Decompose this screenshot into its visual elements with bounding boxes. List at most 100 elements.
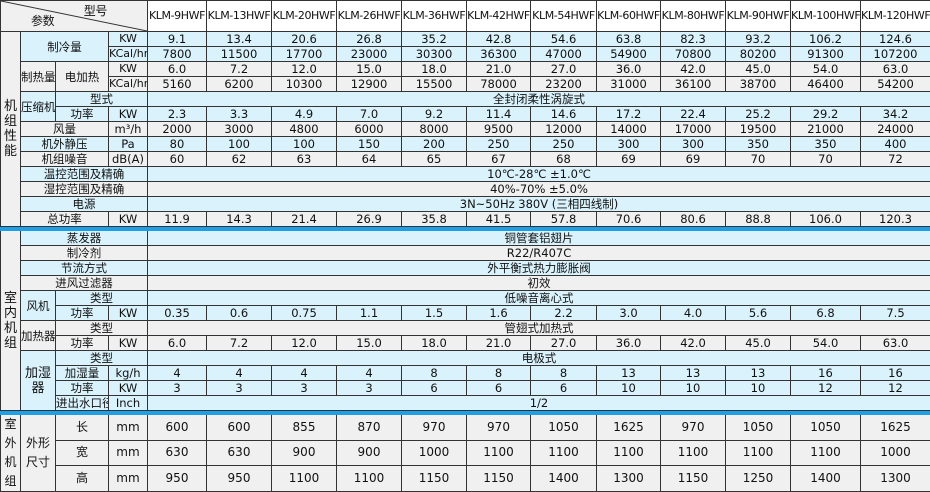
- value-cell: 1050: [726, 415, 791, 441]
- model-header: KLM-90HWF: [726, 1, 791, 32]
- value-cell: 15.0: [337, 336, 402, 351]
- model-header: KLM-54HWF: [531, 1, 597, 32]
- label-cell: 机外静压: [21, 137, 109, 152]
- value-cell: 26.9: [337, 212, 402, 227]
- value-cell: 0.6: [207, 306, 272, 321]
- value-cell: 950: [148, 466, 207, 492]
- fan-label: 风机: [21, 291, 56, 321]
- value-cell: 100: [272, 137, 337, 152]
- value-cell: 1/2: [148, 396, 930, 411]
- label-cell: 总功率: [21, 212, 109, 227]
- model-header: KLM-36HWF: [402, 1, 467, 32]
- value-cell: 70800: [661, 47, 726, 62]
- value-cell: 7.2: [207, 62, 272, 77]
- value-cell: 26.8: [337, 32, 402, 47]
- value-cell: 1625: [861, 415, 930, 441]
- humidifier-label: 加湿器: [21, 351, 56, 411]
- unit-cell: mm: [109, 440, 148, 466]
- unit-cell: KCal/hr: [109, 47, 148, 62]
- value-cell: 铜管套铝翅片: [148, 231, 930, 246]
- value-cell: 10300: [272, 77, 337, 92]
- value-cell: 4: [337, 366, 402, 381]
- value-cell: 78000: [467, 77, 531, 92]
- value-cell: 4: [148, 366, 207, 381]
- value-cell: 3: [148, 381, 207, 396]
- value-cell: 16: [861, 366, 930, 381]
- value-cell: 250: [467, 137, 531, 152]
- value-cell: 14.6: [531, 107, 597, 122]
- value-cell: 64: [337, 152, 402, 167]
- row-humidifier-type: 加湿器类型电极式: [1, 351, 930, 366]
- value-cell: 350: [791, 137, 861, 152]
- value-cell: 2.3: [148, 107, 207, 122]
- compressor-label: 压缩机: [21, 92, 56, 122]
- value-cell: 250: [531, 137, 597, 152]
- value-cell: 350: [726, 137, 791, 152]
- value-cell: 3N~50Hz 380V (三相四线制): [148, 197, 930, 212]
- value-cell: 1100: [726, 440, 791, 466]
- value-cell: 1100: [597, 440, 661, 466]
- value-cell: 6: [402, 381, 467, 396]
- value-cell: 9.2: [402, 107, 467, 122]
- model-header: KLM-42HWF: [467, 1, 531, 32]
- value-cell: 150: [337, 137, 402, 152]
- value-cell: 29.2: [791, 107, 861, 122]
- value-cell: 13: [597, 366, 661, 381]
- value-cell: 36100: [661, 77, 726, 92]
- value-cell: 36.0: [597, 62, 661, 77]
- value-cell: 1150: [467, 466, 531, 492]
- value-cell: 80.6: [661, 212, 726, 227]
- value-cell: 31000: [597, 77, 661, 92]
- value-cell: 电极式: [148, 351, 930, 366]
- value-cell: 23200: [531, 77, 597, 92]
- value-cell: 67: [467, 152, 531, 167]
- value-cell: 69: [597, 152, 661, 167]
- value-cell: 8: [531, 366, 597, 381]
- value-cell: 70: [791, 152, 861, 167]
- unit-cell: KW: [109, 212, 148, 227]
- value-cell: 630: [148, 440, 207, 466]
- value-cell: 9.1: [148, 32, 207, 47]
- label-cell: 机组噪音: [21, 152, 109, 167]
- value-cell: 5.6: [726, 306, 791, 321]
- value-cell: 4: [207, 366, 272, 381]
- value-cell: 970: [467, 415, 531, 441]
- model-label: 型号: [84, 4, 107, 18]
- value-cell: 12: [861, 381, 930, 396]
- value-cell: 300: [661, 137, 726, 152]
- value-cell: 42.8: [467, 32, 531, 47]
- label-cell: 进出水口径: [56, 396, 109, 411]
- value-cell: 0.75: [272, 306, 337, 321]
- value-cell: 10: [597, 381, 661, 396]
- value-cell: 10: [726, 381, 791, 396]
- label-cell: 高: [56, 466, 109, 492]
- value-cell: 107200: [861, 47, 930, 62]
- model-header: KLM-60HWF: [597, 1, 661, 32]
- value-cell: 15500: [402, 77, 467, 92]
- value-cell: 1100: [791, 440, 861, 466]
- value-cell: 18.0: [402, 62, 467, 77]
- value-cell: 1625: [597, 415, 661, 441]
- value-cell: 7800: [148, 47, 207, 62]
- value-cell: 1.1: [337, 306, 402, 321]
- value-cell: 70.6: [597, 212, 661, 227]
- row-heater-type: 加热器类型管翅式加热式: [1, 321, 930, 336]
- value-cell: 47000: [531, 47, 597, 62]
- value-cell: 1150: [661, 466, 726, 492]
- value-cell: 3000: [207, 122, 272, 137]
- value-cell: 6200: [207, 77, 272, 92]
- value-cell: 1050: [791, 415, 861, 441]
- value-cell: 4800: [272, 122, 337, 137]
- value-cell: 13: [726, 366, 791, 381]
- value-cell: 93.2: [726, 32, 791, 47]
- value-cell: 21.0: [467, 62, 531, 77]
- value-cell: 72: [861, 152, 930, 167]
